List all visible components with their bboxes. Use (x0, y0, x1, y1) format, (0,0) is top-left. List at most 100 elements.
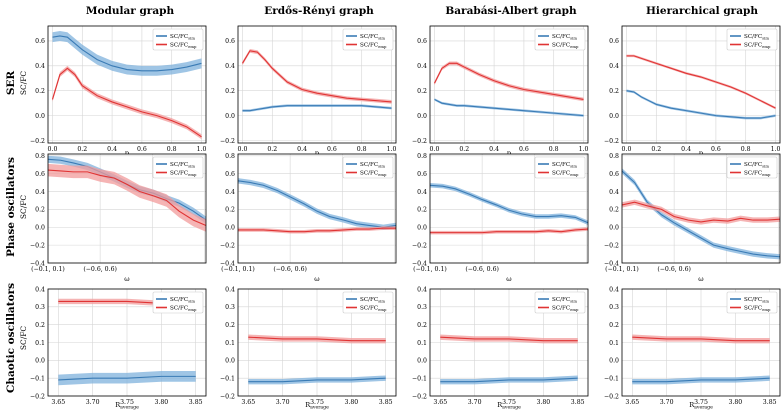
legend-label-emp: SC/FCemp (360, 306, 387, 313)
plot-frame (429, 25, 589, 144)
x-tick-label: (−0.6, 0.6) (465, 266, 499, 273)
panel-r2-c3: −0.2 −0.1 0.0 0.1 0.2 0.3 0.4 3.65 3.70 3.75 3.80 3… (604, 286, 781, 410)
legend-label-sim: SC/FCsim (552, 34, 577, 41)
y-tick-label: 0.4 (225, 189, 235, 196)
x-tick-label: 3.65 (433, 399, 447, 406)
y-tick-label: −0.4 (30, 260, 45, 267)
x-tick-label: 0.8 (741, 146, 751, 153)
x-tick-label: (−0.6, 0.6) (657, 266, 691, 273)
x-tick-label: 0.8 (549, 146, 559, 153)
y-tick-label: 0.2 (417, 322, 427, 329)
series-line-emp (621, 201, 781, 223)
x-tick-label: (−0.1, 0.1) (605, 266, 639, 273)
x-tick-label: 0.8 (357, 146, 367, 153)
y-tick-label: −0.1 (412, 375, 427, 382)
x-tick-label: 0.2 (267, 146, 277, 153)
y-tick-label: 0.6 (225, 38, 235, 45)
legend-label-sim: SC/FCsim (170, 297, 195, 304)
x-tick-label: 3.75 (310, 399, 324, 406)
legend-label-emp: SC/FCemp (360, 43, 387, 50)
legend-label-sim: SC/FCsim (552, 162, 577, 169)
x-tick-label: 3.75 (120, 399, 134, 406)
y-tick-label: 0.0 (417, 225, 427, 232)
y-tick-label: 0.0 (417, 358, 427, 365)
y-tick-label: 0.4 (417, 63, 427, 70)
y-tick-label: 0.8 (225, 153, 235, 160)
column-title-hierarchical: Hierarchical graph (646, 5, 758, 17)
legend: SC/FCsim SC/FCemp (726, 156, 778, 179)
plot-frame (47, 25, 207, 144)
column-titles: Modular graph Erdős-Rényi graph Barabási… (86, 4, 758, 17)
y-tick-label: 0.2 (225, 322, 235, 329)
y-tick-label: 0.3 (609, 304, 619, 311)
y-tick-label: 0.2 (225, 207, 235, 214)
legend-label-sim: SC/FCsim (360, 297, 385, 304)
series-line-emp (430, 228, 589, 234)
x-axis-label: p (699, 149, 703, 157)
legend: SC/FCsim SC/FCemp (152, 28, 204, 51)
series-line-emp (238, 227, 396, 233)
x-tick-label: 0.4 (297, 146, 307, 153)
row-title-phase-sub: SC/FC (19, 195, 28, 220)
y-tick-label: 0.3 (417, 304, 427, 311)
column-title-erdos-renyi: Erdős-Rényi graph (264, 4, 374, 17)
y-tick-label: 0.8 (35, 153, 45, 160)
x-tick-label: 1.0 (771, 146, 781, 153)
series-line-sim (626, 90, 776, 119)
series-line-sim (429, 184, 589, 224)
y-tick-label: 0.6 (35, 171, 45, 178)
plot-frame (47, 288, 207, 397)
legend: SC/FCsim SC/FCemp (152, 291, 204, 314)
x-axis-label: ω (506, 275, 512, 283)
y-tick-label: 0.0 (35, 113, 45, 120)
y-tick-label: 0.0 (609, 358, 619, 365)
series-line-sim (621, 170, 781, 258)
y-tick-label: 0.4 (225, 63, 235, 70)
y-tick-label: 0.6 (417, 38, 427, 45)
y-tick-label: 0.6 (225, 171, 235, 178)
legend-label-sim: SC/FCsim (360, 162, 385, 169)
series-line-sim (434, 98, 584, 117)
row-title-chaotic: Chaotic oscillators (5, 283, 17, 393)
panel-r1-c3: −0.4 −0.2 0.0 0.2 0.4 0.6 0.8 (−0.1, 0.1) (−0.6,… (604, 153, 781, 283)
legend: SC/FCsim SC/FCemp (342, 291, 394, 314)
y-tick-label: −0.2 (604, 138, 619, 145)
y-tick-label: 0.4 (417, 286, 427, 293)
y-tick-label: 0.0 (35, 225, 45, 232)
y-tick-label: 0.0 (417, 113, 427, 120)
y-tick-label: 0.2 (417, 207, 427, 214)
column-title-modular: Modular graph (86, 5, 175, 17)
panel-r0-c1: −0.20.00.20.40.60.0 0.2 0.4 0.6 0.8 1.0SC/FCs… (220, 25, 397, 157)
series-band-emp (48, 163, 206, 232)
legend-label-emp: SC/FCemp (744, 171, 771, 178)
x-tick-label: 0.0 (48, 146, 58, 153)
y-tick-label: 0.1 (417, 340, 427, 347)
x-axis-label: ω (124, 275, 130, 283)
y-tick-label: −0.2 (604, 393, 619, 400)
x-tick-label: 0.4 (107, 146, 117, 153)
y-tick-label: −0.4 (604, 260, 619, 267)
y-tick-label: 0.3 (225, 304, 235, 311)
x-tick-label: 0.2 (651, 146, 661, 153)
x-axis-label: p (315, 149, 319, 157)
panel-r2-c0: −0.2 −0.1 0.0 0.1 0.2 0.3 0.4 3.65 3.70 3.75 3.80 3… (30, 286, 207, 410)
row-title-chaotic-sub: SC/FC (19, 326, 28, 351)
y-tick-label: −0.4 (220, 260, 235, 267)
plot-frame (621, 153, 781, 264)
y-tick-label: −0.1 (220, 375, 235, 382)
y-tick-label: 0.1 (35, 340, 45, 347)
series-line-sim (58, 375, 196, 381)
y-tick-label: 0.1 (609, 340, 619, 347)
x-tick-label: 3.70 (660, 399, 674, 406)
y-tick-label: −0.2 (604, 242, 619, 249)
y-tick-label: 0.0 (609, 113, 619, 120)
x-tick-label: 3.70 (468, 399, 482, 406)
x-tick-label: 3.85 (379, 399, 393, 406)
x-tick-label: 3.65 (241, 399, 255, 406)
x-tick-label: 0.8 (167, 146, 177, 153)
y-tick-label: 0.2 (225, 88, 235, 95)
legend-label-emp: SC/FCemp (552, 306, 579, 313)
legend-label-emp: SC/FCemp (744, 43, 771, 50)
series-band-sim (52, 30, 202, 76)
y-tick-label: 0.2 (609, 207, 619, 214)
